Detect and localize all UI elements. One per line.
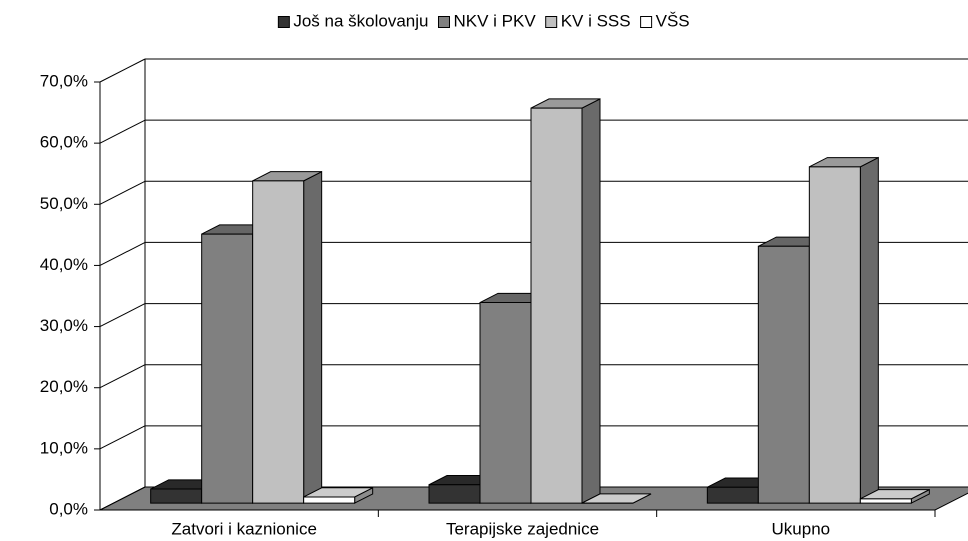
legend-label: NKV i PKV xyxy=(453,11,536,30)
x-tick-label: Ukupno xyxy=(772,519,831,538)
x-tick-label: Zatvori i kaznionice xyxy=(171,519,317,538)
legend-label: KV i SSS xyxy=(561,11,631,30)
x-tick-label: Terapijske zajednice xyxy=(446,519,599,538)
legend-swatch xyxy=(545,16,558,28)
bar-face xyxy=(757,245,810,504)
grid-line xyxy=(99,180,146,205)
bar xyxy=(581,493,652,504)
legend: Još na školovanju NKV i PKV KV i SSS VŠS xyxy=(277,11,690,30)
bar-face xyxy=(581,98,601,504)
y-tick-label: 20,0% xyxy=(40,377,88,396)
grid-line xyxy=(99,364,146,389)
legend-label: VŠS xyxy=(656,11,690,30)
y-tick-label: 60,0% xyxy=(40,133,88,152)
bar-face xyxy=(530,107,583,504)
bar xyxy=(808,156,879,504)
grid-line xyxy=(99,119,146,144)
y-tick-label: 0,0% xyxy=(49,499,88,518)
bar-face xyxy=(808,166,861,504)
bar xyxy=(252,170,323,504)
grid-line xyxy=(99,303,146,328)
bar-face xyxy=(428,484,481,504)
bar-face xyxy=(479,302,532,504)
bar-face xyxy=(859,498,912,504)
y-tick-label: 40,0% xyxy=(40,255,88,274)
y-tick-label: 10,0% xyxy=(40,438,88,457)
bar xyxy=(530,98,601,504)
bar-face xyxy=(150,488,203,504)
grid-line xyxy=(99,425,146,450)
grid-line xyxy=(99,58,146,83)
y-tick-label: 30,0% xyxy=(40,316,88,335)
y-tick-label: 50,0% xyxy=(40,194,88,213)
y-tick-label: 70,0% xyxy=(40,71,88,90)
bar-face xyxy=(252,180,305,504)
bar-face xyxy=(303,496,356,504)
legend-swatch xyxy=(640,16,653,28)
bar-face xyxy=(303,170,323,504)
legend-label: Još na školovanju xyxy=(293,11,428,30)
bar xyxy=(859,488,930,504)
grid-line xyxy=(99,241,146,266)
bar-face xyxy=(706,486,759,504)
legend-swatch xyxy=(437,16,450,28)
legend-swatch xyxy=(277,16,290,28)
bar-face xyxy=(201,233,254,504)
bar xyxy=(303,486,374,504)
bar-face xyxy=(859,156,879,504)
grid-line xyxy=(99,486,146,511)
